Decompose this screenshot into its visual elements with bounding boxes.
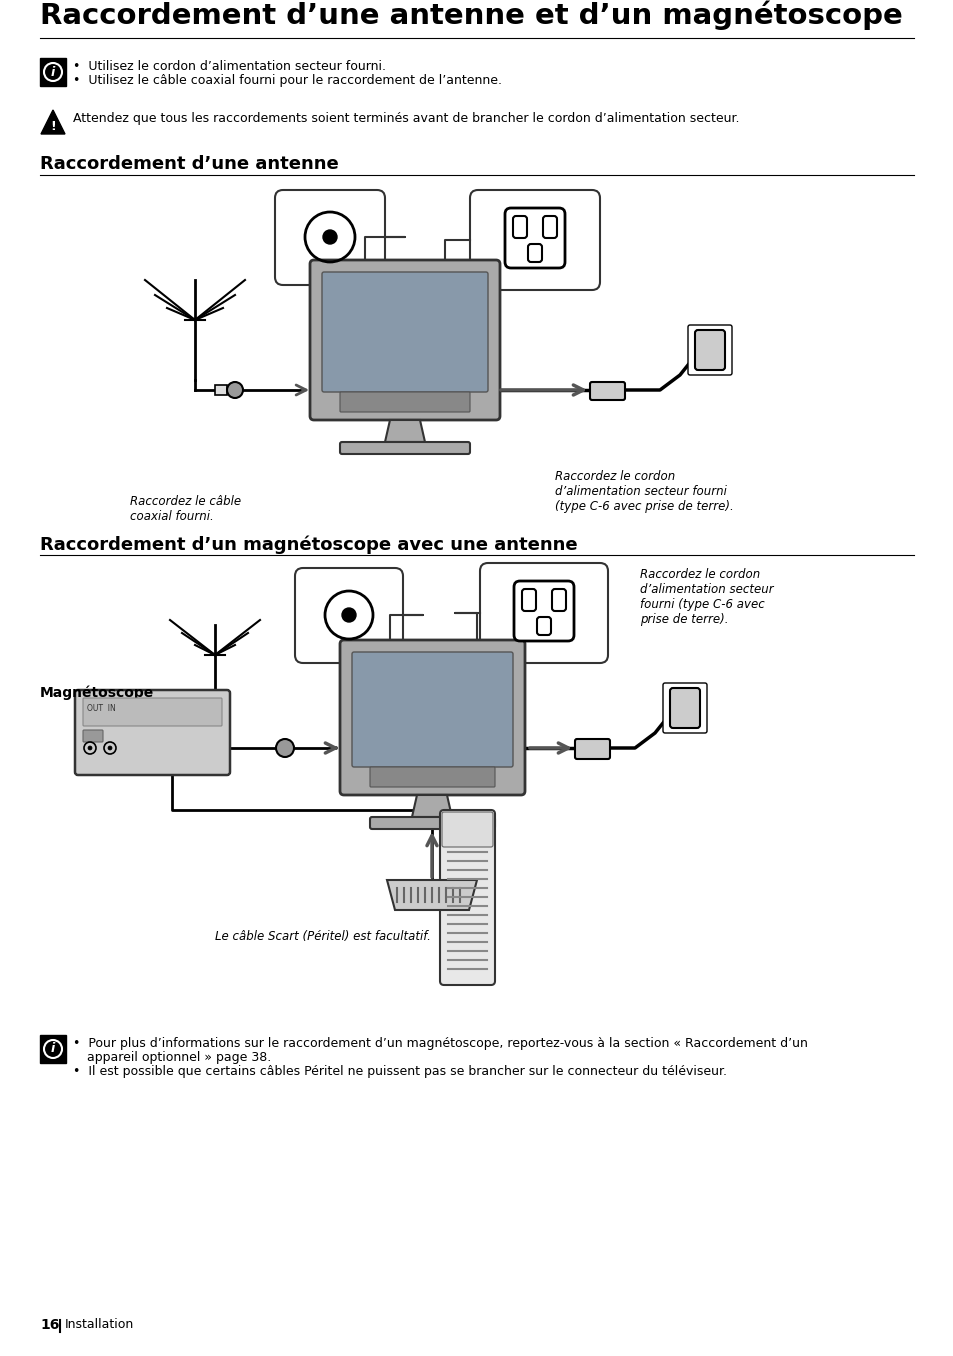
FancyBboxPatch shape <box>504 207 564 268</box>
Text: OUT  IN: OUT IN <box>87 704 115 713</box>
FancyBboxPatch shape <box>589 382 624 400</box>
FancyBboxPatch shape <box>339 442 470 454</box>
FancyBboxPatch shape <box>514 580 574 641</box>
Text: Raccordez le cordon
d’alimentation secteur
fourni (type C-6 avec
prise de terre): Raccordez le cordon d’alimentation secte… <box>639 568 773 626</box>
FancyBboxPatch shape <box>214 385 227 395</box>
Text: •  Utilisez le câble coaxial fourni pour le raccordement de l’antenne.: • Utilisez le câble coaxial fourni pour … <box>73 75 501 87</box>
FancyBboxPatch shape <box>521 589 536 612</box>
Text: Raccordez le câble
coaxial fourni.: Raccordez le câble coaxial fourni. <box>130 495 241 523</box>
FancyBboxPatch shape <box>370 818 495 829</box>
FancyBboxPatch shape <box>537 617 551 635</box>
FancyBboxPatch shape <box>274 190 385 285</box>
FancyBboxPatch shape <box>339 392 470 412</box>
FancyBboxPatch shape <box>513 216 526 239</box>
FancyBboxPatch shape <box>669 687 700 728</box>
FancyBboxPatch shape <box>83 730 103 742</box>
Text: •  Utilisez le cordon d’alimentation secteur fourni.: • Utilisez le cordon d’alimentation sect… <box>73 60 386 73</box>
Polygon shape <box>387 880 476 910</box>
FancyBboxPatch shape <box>352 652 513 767</box>
FancyBboxPatch shape <box>687 325 731 376</box>
FancyBboxPatch shape <box>294 568 402 663</box>
Circle shape <box>44 1040 62 1058</box>
Circle shape <box>341 607 355 622</box>
FancyBboxPatch shape <box>370 767 495 786</box>
Circle shape <box>227 382 243 399</box>
Polygon shape <box>41 110 65 134</box>
Text: Le câble Scart (Péritel) est facultatif.: Le câble Scart (Péritel) est facultatif. <box>214 930 431 942</box>
FancyBboxPatch shape <box>83 698 222 725</box>
FancyBboxPatch shape <box>575 739 609 759</box>
FancyBboxPatch shape <box>322 273 488 392</box>
FancyBboxPatch shape <box>310 260 499 420</box>
Text: 16: 16 <box>40 1318 59 1332</box>
FancyBboxPatch shape <box>552 589 565 612</box>
FancyBboxPatch shape <box>40 1035 66 1063</box>
Text: Raccordez le cordon
d’alimentation secteur fourni
(type C-6 avec prise de terre): Raccordez le cordon d’alimentation secte… <box>555 471 733 513</box>
FancyBboxPatch shape <box>75 690 230 776</box>
FancyBboxPatch shape <box>40 58 66 85</box>
Text: !: ! <box>51 119 56 133</box>
Text: Magnétoscope: Magnétoscope <box>40 685 154 700</box>
Text: Raccordement d’une antenne et d’un magnétoscope: Raccordement d’une antenne et d’un magné… <box>40 0 902 30</box>
Text: Raccordement d’un magnétoscope avec une antenne: Raccordement d’un magnétoscope avec une … <box>40 536 577 553</box>
FancyBboxPatch shape <box>527 244 541 262</box>
Polygon shape <box>385 420 424 442</box>
Text: Raccordement d’une antenne: Raccordement d’une antenne <box>40 155 338 174</box>
FancyBboxPatch shape <box>695 330 724 370</box>
Text: i: i <box>51 65 55 79</box>
FancyBboxPatch shape <box>479 563 607 663</box>
Circle shape <box>275 739 294 757</box>
FancyBboxPatch shape <box>542 216 557 239</box>
Text: i: i <box>51 1043 55 1055</box>
Text: Attendez que tous les raccordements soient terminés avant de brancher le cordon : Attendez que tous les raccordements soie… <box>73 113 739 125</box>
Text: •  Pour plus d’informations sur le raccordement d’un magnétoscope, reportez-vous: • Pour plus d’informations sur le raccor… <box>73 1037 807 1050</box>
Circle shape <box>108 746 112 750</box>
Circle shape <box>323 231 336 244</box>
FancyBboxPatch shape <box>470 190 599 290</box>
FancyBboxPatch shape <box>339 640 524 795</box>
FancyBboxPatch shape <box>662 683 706 734</box>
FancyBboxPatch shape <box>439 810 495 984</box>
Text: •  Il est possible que certains câbles Péritel ne puissent pas se brancher sur l: • Il est possible que certains câbles Pé… <box>73 1064 726 1078</box>
Polygon shape <box>412 795 452 818</box>
Circle shape <box>44 62 62 81</box>
Text: Installation: Installation <box>65 1318 134 1332</box>
FancyBboxPatch shape <box>441 812 493 848</box>
Circle shape <box>88 746 91 750</box>
Text: appareil optionnel » page 38.: appareil optionnel » page 38. <box>87 1051 271 1064</box>
